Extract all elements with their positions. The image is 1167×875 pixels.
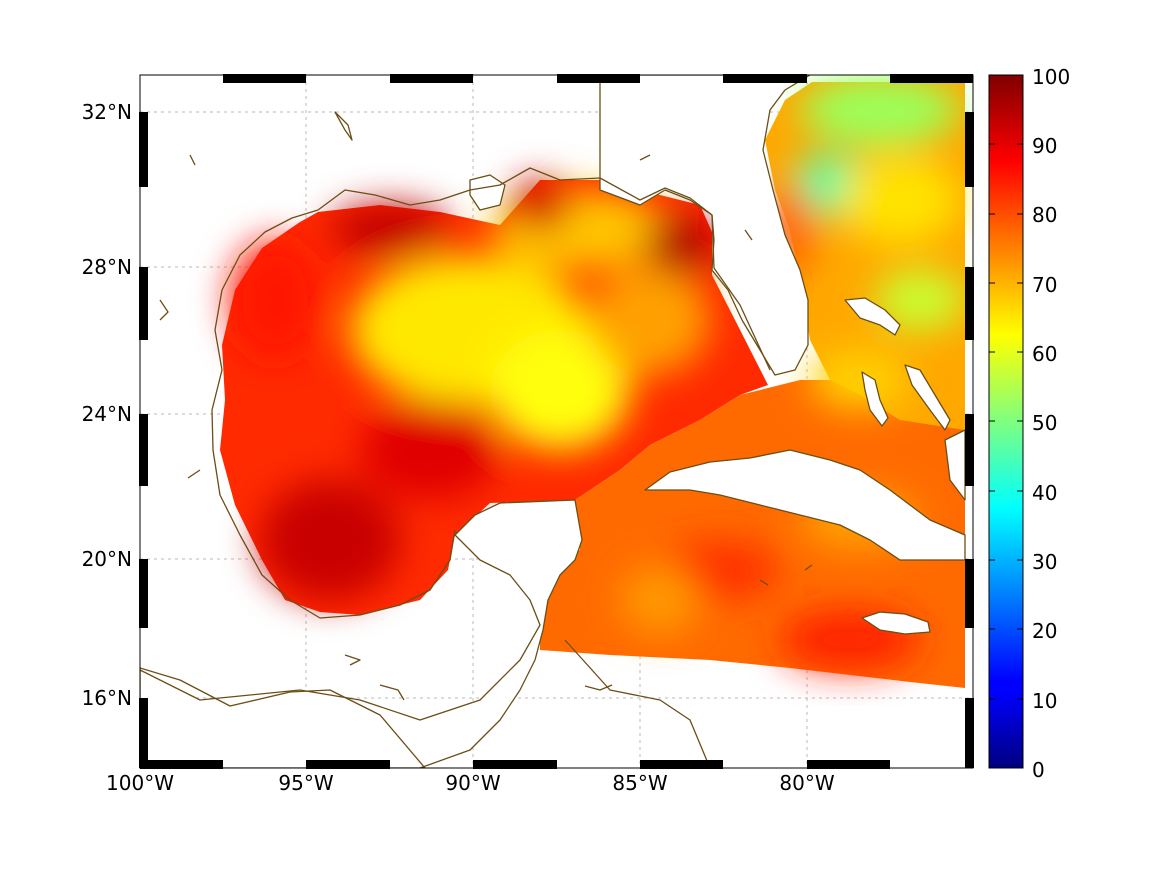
jamaica xyxy=(861,611,931,635)
colorbar-tick-label: 90 xyxy=(1032,134,1057,158)
y-axis-labels: 32°N 28°N 24°N 20°N 16°N xyxy=(82,100,132,710)
x-tick-label: 95°W xyxy=(278,771,333,795)
colorbar-tick-label: 70 xyxy=(1032,273,1057,297)
caribbean-field xyxy=(540,380,965,688)
y-tick-label: 20°N xyxy=(82,547,132,571)
x-tick-label: 100°W xyxy=(106,771,174,795)
colorbar-tick-label: 40 xyxy=(1032,481,1057,505)
colorbar-tick-label: 10 xyxy=(1032,689,1057,713)
colorbar-tick-label: 80 xyxy=(1032,203,1057,227)
colorbar-tick-label: 50 xyxy=(1032,411,1057,435)
cuba xyxy=(644,449,966,561)
colorbar-tick-label: 30 xyxy=(1032,550,1057,574)
x-axis-labels: 100°W 95°W 90°W 85°W 80°W xyxy=(106,771,835,795)
colorbar-tick-label: 60 xyxy=(1032,342,1057,366)
colorbar-tick-label: 0 xyxy=(1032,758,1045,782)
atlantic-field xyxy=(765,75,965,430)
bahamas-andros xyxy=(861,371,889,427)
hispaniola-edge xyxy=(944,429,966,501)
colorbar-tick-label: 20 xyxy=(1032,619,1057,643)
ocean-field xyxy=(220,75,965,688)
bahamas-abaco xyxy=(844,297,901,336)
coastlines xyxy=(140,111,813,768)
x-tick-label: 85°W xyxy=(612,771,667,795)
colorbar-ticks xyxy=(989,143,1023,700)
x-tick-label: 90°W xyxy=(445,771,500,795)
colorbar: 100 90 80 70 60 50 40 30 20 10 0 xyxy=(988,65,1070,782)
colorbar-tick-label: 100 xyxy=(1032,65,1070,89)
y-tick-label: 24°N xyxy=(82,402,132,426)
y-tick-label: 16°N xyxy=(82,686,132,710)
y-tick-label: 32°N xyxy=(82,100,132,124)
bahamas-eleuthera xyxy=(904,364,951,431)
louisiana-islands xyxy=(469,174,506,211)
y-tick-label: 28°N xyxy=(82,255,132,279)
x-tick-label: 80°W xyxy=(779,771,834,795)
florida-peninsula xyxy=(599,75,811,376)
map-frame xyxy=(139,74,974,769)
gulf-field xyxy=(220,180,768,615)
